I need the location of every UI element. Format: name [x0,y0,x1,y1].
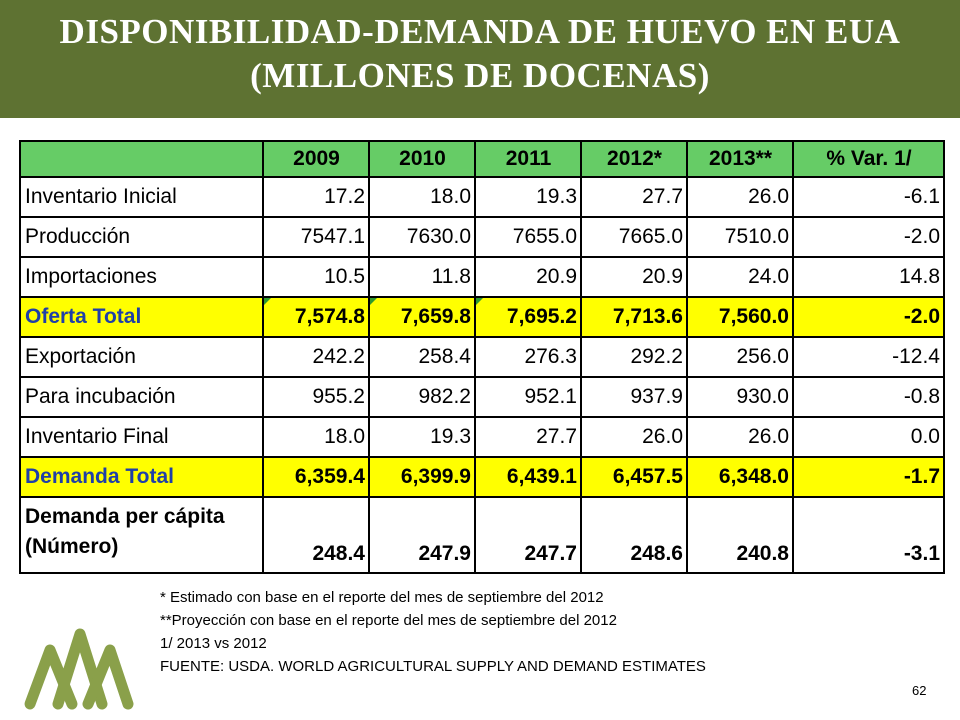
table-cell: 248.4 [262,496,370,574]
table-cell: -2.0 [792,216,945,258]
column-header: 2009 [262,140,370,178]
table-cell: 26.0 [686,416,794,458]
row-label-line: Demanda per cápita [25,505,225,528]
table-cell: 6,457.5 [580,456,688,498]
table-row: Demanda per cápita (Número) 248.4 247.9 … [19,496,945,574]
table-cell: 11.8 [368,256,476,298]
table-cell: 7655.0 [474,216,582,258]
row-label-line: (Número) [25,535,119,558]
column-header: 2011 [474,140,582,178]
table-cell: 952.1 [474,376,582,418]
table-cell: 7,574.8 [262,296,370,338]
row-label: Oferta Total [19,296,264,338]
table-row-total: Demanda Total 6,359.4 6,399.9 6,439.1 6,… [19,456,945,498]
table-cell: 19.3 [368,416,476,458]
row-label: Producción [19,216,264,258]
table-cell: 258.4 [368,336,476,378]
page-number: 62 [912,683,927,698]
mountains-logo-icon [24,628,134,710]
table-cell: 6,348.0 [686,456,794,498]
table-cell: 19.3 [474,176,582,218]
column-header: % Var. 1/ [792,140,945,178]
table-cell: 247.9 [368,496,476,574]
row-label: Demanda per cápita (Número) [19,496,264,574]
table-row: Producción 7547.1 7630.0 7655.0 7665.0 7… [19,216,945,258]
row-label: Demanda Total [19,456,264,498]
table-cell: 20.9 [580,256,688,298]
table-cell: 18.0 [262,416,370,458]
table-cell: -3.1 [792,496,945,574]
column-header: 2013** [686,140,794,178]
table-cell: 0.0 [792,416,945,458]
row-label: Inventario Inicial [19,176,264,218]
table-cell: 248.6 [580,496,688,574]
row-label: Exportación [19,336,264,378]
table-cell: 292.2 [580,336,688,378]
column-header: 2010 [368,140,476,178]
table-cell: 6,439.1 [474,456,582,498]
row-label: Inventario Final [19,416,264,458]
table-cell: 17.2 [262,176,370,218]
table-cell: -0.8 [792,376,945,418]
footnote: FUENTE: USDA. WORLD AGRICULTURAL SUPPLY … [160,658,706,675]
table-cell: 7,713.6 [580,296,688,338]
table-cell: 276.3 [474,336,582,378]
table-cell: 955.2 [262,376,370,418]
table-cell: 256.0 [686,336,794,378]
table-header-row: 2009 2010 2011 2012* 2013** % Var. 1/ [19,140,945,178]
table-cell: 7,560.0 [686,296,794,338]
column-header: 2012* [580,140,688,178]
footnote: **Proyección con base en el reporte del … [160,612,617,629]
table-cell: -12.4 [792,336,945,378]
table-cell: 10.5 [262,256,370,298]
table-cell: 14.8 [792,256,945,298]
table-row: Exportación 242.2 258.4 276.3 292.2 256.… [19,336,945,378]
table-cell: 7,659.8 [368,296,476,338]
table-cell: 247.7 [474,496,582,574]
table-cell: 6,359.4 [262,456,370,498]
table-cell: 6,399.9 [368,456,476,498]
table-cell: 982.2 [368,376,476,418]
title-line-2: (MILLONES DE DOCENAS) [250,56,710,95]
table-cell: -1.7 [792,456,945,498]
header-band [0,0,960,118]
page-title: DISPONIBILIDAD-DEMANDA DE HUEVO EN EUA (… [0,10,960,98]
table-row: Para incubación 955.2 982.2 952.1 937.9 … [19,376,945,418]
table-row-total: Oferta Total 7,574.8 7,659.8 7,695.2 7,7… [19,296,945,338]
table-cell: 240.8 [686,496,794,574]
footnote: 1/ 2013 vs 2012 [160,635,267,652]
table-cell: 27.7 [580,176,688,218]
table-cell: 937.9 [580,376,688,418]
table-row: Importaciones 10.5 11.8 20.9 20.9 24.0 1… [19,256,945,298]
supply-demand-table: 2009 2010 2011 2012* 2013** % Var. 1/ In… [19,140,945,574]
table-cell: 18.0 [368,176,476,218]
table-cell: 20.9 [474,256,582,298]
table-cell: 7630.0 [368,216,476,258]
table-row: Inventario Final 18.0 19.3 27.7 26.0 26.… [19,416,945,458]
table-cell: -2.0 [792,296,945,338]
table-cell: 27.7 [474,416,582,458]
column-header [19,140,264,178]
table-cell: 26.0 [686,176,794,218]
table-cell: 24.0 [686,256,794,298]
row-label: Para incubación [19,376,264,418]
table-cell: 26.0 [580,416,688,458]
row-label: Importaciones [19,256,264,298]
table-cell: 930.0 [686,376,794,418]
table-cell: -6.1 [792,176,945,218]
table-cell: 7510.0 [686,216,794,258]
table-row: Inventario Inicial 17.2 18.0 19.3 27.7 2… [19,176,945,218]
table-cell: 7665.0 [580,216,688,258]
table-cell: 7,695.2 [474,296,582,338]
table-cell: 7547.1 [262,216,370,258]
footnote: * Estimado con base en el reporte del me… [160,589,604,606]
table-cell: 242.2 [262,336,370,378]
title-line-1: DISPONIBILIDAD-DEMANDA DE HUEVO EN EUA [59,12,901,51]
footnotes: * Estimado con base en el reporte del me… [160,586,706,678]
